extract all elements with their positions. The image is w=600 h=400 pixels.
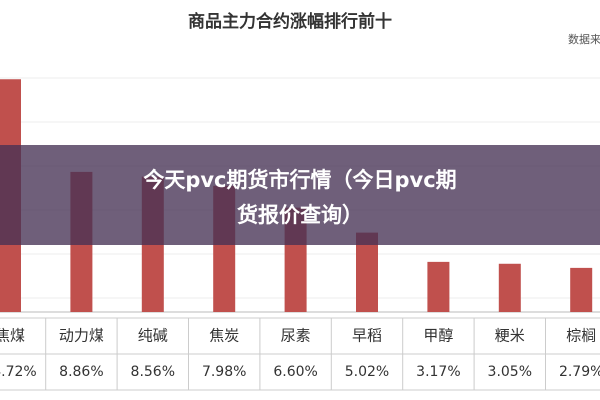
value-label: 8.86% bbox=[59, 364, 103, 380]
value-label: 7.98% bbox=[202, 364, 246, 380]
category-label: 纯碱 bbox=[138, 327, 168, 345]
value-label: 14.72% bbox=[0, 364, 37, 380]
category-label: 焦炭 bbox=[209, 327, 239, 345]
category-label: 早稻 bbox=[352, 327, 382, 345]
category-label: 焦煤 bbox=[0, 327, 25, 345]
overlay-band bbox=[0, 145, 600, 245]
value-label: 3.17% bbox=[416, 364, 460, 380]
value-label: 5.02% bbox=[345, 364, 389, 380]
overlay-title: 今天pvc期货市行情（今日pvc期 bbox=[143, 168, 456, 192]
value-label: 3.05% bbox=[488, 364, 532, 380]
category-label: 甲醇 bbox=[423, 327, 453, 345]
category-label: 粳米 bbox=[495, 327, 525, 345]
overlay-title: 货报价查询） bbox=[237, 203, 363, 227]
bar bbox=[570, 267, 593, 312]
bar bbox=[498, 263, 521, 312]
source-note: 数据来 bbox=[568, 32, 600, 46]
value-label: 2.79% bbox=[559, 364, 600, 380]
category-label: 棕榈 bbox=[566, 327, 596, 345]
value-label: 6.60% bbox=[273, 364, 317, 380]
value-label: 8.56% bbox=[131, 364, 175, 380]
bar bbox=[427, 261, 450, 312]
bar bbox=[356, 232, 378, 312]
category-label: 动力煤 bbox=[59, 327, 104, 345]
category-label: 尿素 bbox=[281, 327, 311, 345]
chart-title: 商品主力合约涨幅排行前十 bbox=[188, 11, 392, 32]
